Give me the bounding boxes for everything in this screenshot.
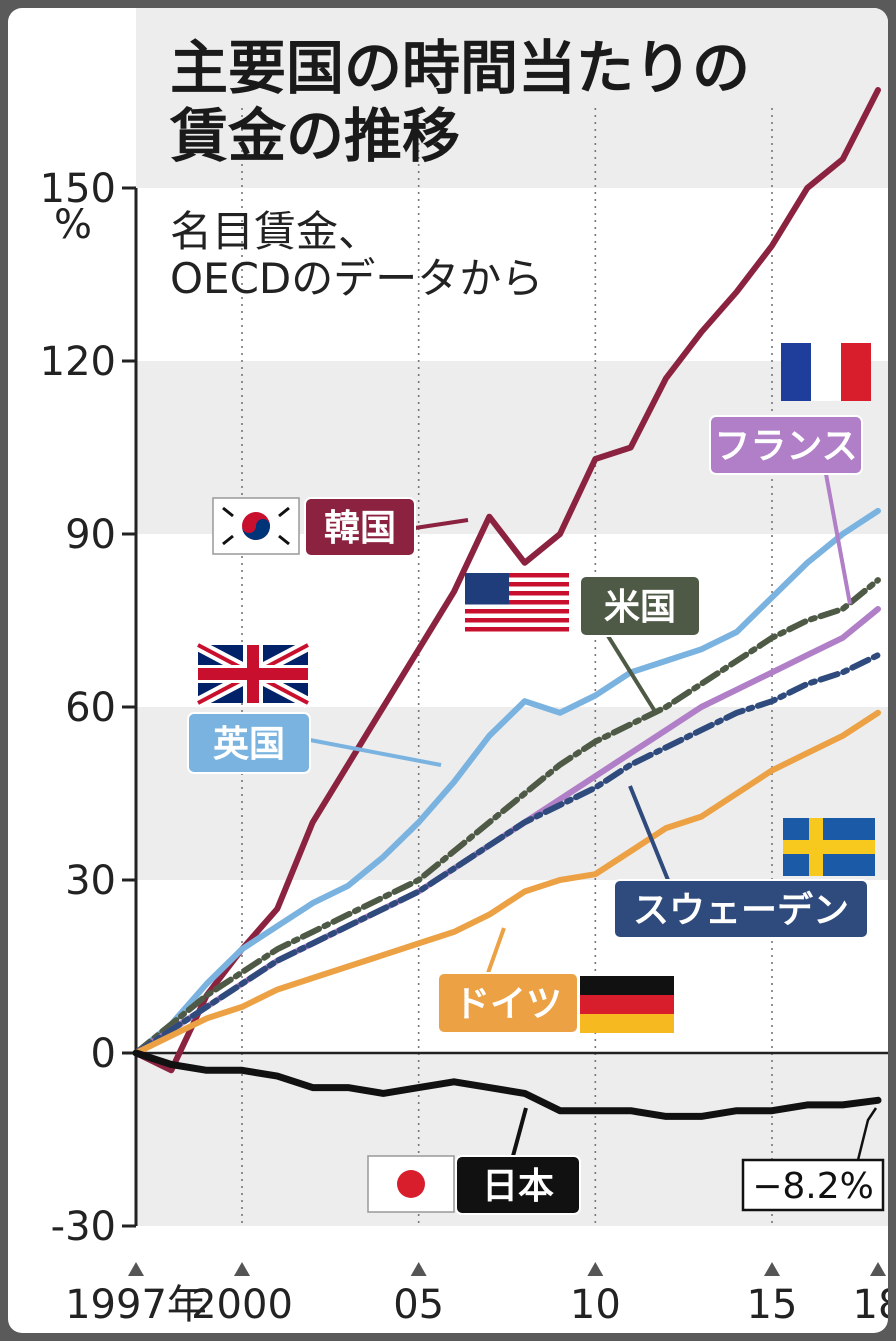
label-pointer bbox=[824, 473, 852, 605]
label-pointer bbox=[628, 785, 670, 881]
korea-flag-icon bbox=[212, 497, 300, 555]
series-line bbox=[133, 507, 881, 1056]
france-flag-icon bbox=[781, 343, 871, 401]
x-tick-label: 15 bbox=[747, 1282, 798, 1328]
flag-stripe bbox=[465, 582, 569, 587]
series-line bbox=[133, 652, 881, 1056]
label-pointer bbox=[309, 738, 442, 767]
flag-stripe bbox=[465, 604, 569, 609]
x-tick-label: 2000 bbox=[191, 1282, 293, 1328]
series-label: 米国 bbox=[604, 587, 676, 628]
flag-stripe bbox=[465, 600, 569, 605]
vertical-gridlines bbox=[241, 108, 773, 1226]
series-label-box bbox=[613, 879, 869, 939]
x-tick-marker bbox=[764, 1262, 780, 1276]
series-label: ドイツ bbox=[454, 984, 562, 1025]
x-tick-marker bbox=[234, 1262, 250, 1276]
flag-stripe bbox=[465, 609, 569, 614]
series-label-box bbox=[455, 1155, 581, 1215]
series-lines bbox=[132, 87, 882, 1120]
series-label: スウェーデン bbox=[633, 889, 849, 931]
germany-flag-icon bbox=[580, 976, 674, 1033]
series-label: フランス bbox=[714, 426, 857, 467]
end-value-box bbox=[741, 1158, 885, 1212]
chart-title-line2: 賃金の推移 bbox=[169, 102, 460, 170]
flag-stripe bbox=[465, 627, 569, 632]
x-tick-marker bbox=[128, 1262, 144, 1276]
band bbox=[136, 8, 888, 188]
y-tick-label: 90 bbox=[65, 512, 116, 558]
x-tick-marker bbox=[587, 1262, 604, 1276]
label-pointer bbox=[511, 1107, 528, 1157]
x-tick-label: 1997年 bbox=[65, 1282, 207, 1328]
series-line bbox=[133, 577, 881, 1056]
japan-flag-icon bbox=[367, 1155, 455, 1213]
end-value-pointer bbox=[856, 1107, 878, 1161]
series-label-box bbox=[579, 575, 701, 637]
flag-stripe bbox=[465, 622, 569, 627]
flag-stripe bbox=[465, 613, 569, 618]
label-pointer bbox=[486, 927, 506, 974]
y-unit-label: % bbox=[54, 202, 92, 248]
series-label-box bbox=[709, 415, 863, 475]
wage-chart: 主要国の時間当たりの 賃金の推移 名目賃金、 OECDのデータから -30 0 30… bbox=[40, 8, 888, 1328]
x-tick-label: 05 bbox=[393, 1282, 444, 1328]
flag-canton bbox=[465, 573, 509, 605]
flag-stripe bbox=[465, 573, 569, 578]
usa-flag-icon bbox=[465, 573, 569, 632]
x-tick-marker bbox=[410, 1262, 427, 1276]
x-tick-marker bbox=[870, 1262, 886, 1276]
y-tick-label: -30 bbox=[51, 1204, 116, 1250]
label-pointer bbox=[606, 634, 658, 715]
y-tick-label: 120 bbox=[40, 339, 116, 385]
series-line bbox=[132, 1049, 882, 1120]
y-tick-label: 0 bbox=[91, 1031, 116, 1077]
y-tick-label: 150 bbox=[40, 166, 116, 212]
series-line bbox=[133, 87, 881, 1074]
sweden-flag-icon bbox=[783, 818, 875, 876]
y-tick-label: 60 bbox=[65, 685, 116, 731]
series-label: 日本 bbox=[482, 1166, 554, 1207]
x-tick-label: 10 bbox=[570, 1282, 621, 1328]
uk-flag-icon bbox=[195, 639, 311, 709]
flag-stripe bbox=[465, 618, 569, 623]
series-label: 英国 bbox=[213, 724, 285, 765]
chart-subtitle-line1: 名目賃金、 bbox=[170, 207, 380, 256]
flag-stripe bbox=[465, 591, 569, 596]
label-pointer bbox=[414, 518, 469, 530]
chart-subtitle-line2: OECDのデータから bbox=[170, 254, 543, 303]
chart-title-line1: 主要国の時間当たりの bbox=[170, 34, 750, 102]
flag-stripe bbox=[465, 577, 569, 582]
x-tick-label: 18 bbox=[853, 1282, 888, 1328]
end-value-label: −8.2% bbox=[752, 1166, 874, 1207]
y-ticks: -30 0 30 60 90 120 150 bbox=[40, 166, 136, 1250]
y-tick-label: 30 bbox=[65, 858, 116, 904]
flag-stripe bbox=[465, 586, 569, 591]
series-line bbox=[133, 709, 881, 1056]
series-label-box bbox=[437, 972, 579, 1034]
chart-card: 主要国の時間当たりの 賃金の推移 名目賃金、 OECDのデータから -30 0 30… bbox=[8, 8, 888, 1333]
series-label: 韓国 bbox=[324, 508, 396, 549]
series-label-box bbox=[187, 712, 311, 774]
series-label-box bbox=[304, 497, 416, 557]
flag-stripe bbox=[465, 595, 569, 600]
